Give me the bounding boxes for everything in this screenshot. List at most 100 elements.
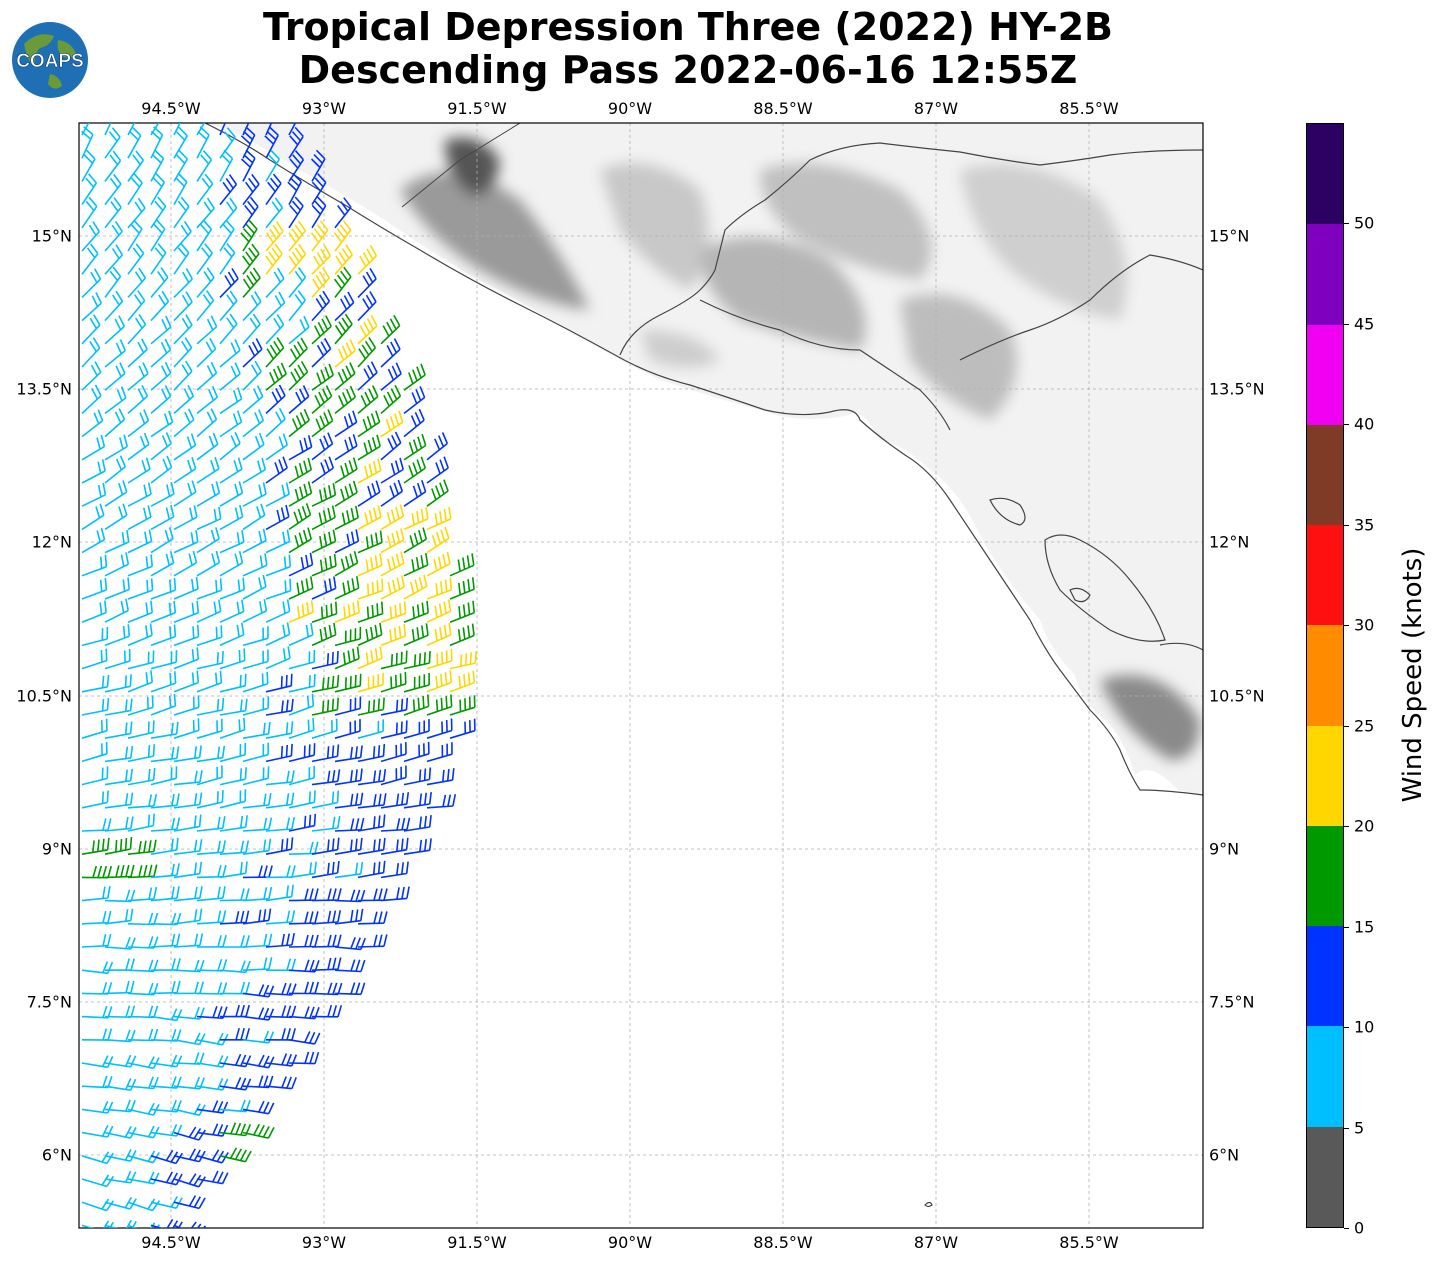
wind-barb [357,622,383,647]
wind-barb [334,959,366,973]
wind-barb [127,912,159,926]
wind-barb [334,768,363,786]
wind-barb [81,384,102,414]
wind-barb [219,888,250,902]
wind-barb [311,337,332,368]
wind-barb [150,1149,183,1165]
wind-barb [265,314,285,345]
wind-barb [357,553,383,577]
wind-barb [288,1051,320,1065]
wind-barb [196,385,219,415]
wind-barb [334,362,356,391]
wind-barb [150,746,180,763]
wind-barb [240,126,256,159]
wind-barb [150,1171,183,1186]
colorbar-tick-label: 10 [1354,1017,1375,1037]
wind-barb [242,766,270,786]
wind-barb [104,864,135,879]
colorbar-tick-mark [1344,223,1349,225]
wind-barb [173,718,200,739]
wind-barb [357,837,386,855]
wind-barb [150,650,178,670]
wind-barb [288,718,315,739]
wind-barb [219,717,246,739]
wind-barb [380,504,405,531]
wind-barb [288,674,316,693]
wind-barb [380,575,405,600]
wind-barb [426,742,453,763]
wind-barb [196,408,218,438]
wind-barb [127,1222,161,1228]
wind-barb [173,360,193,391]
wind-barb [334,550,359,577]
wind-barb [242,482,267,507]
wind-barb [334,291,355,322]
wind-barb [264,126,279,159]
wind-barb [311,957,342,971]
wind-barb [196,506,222,531]
wind-barb [288,765,315,786]
wind-barb [334,792,364,809]
wind-barb [173,456,197,484]
wind-barb [265,384,286,414]
wind-barb [265,982,297,996]
wind-barb [127,1028,159,1042]
wind-barb [104,1126,137,1139]
wind-barb [380,410,404,438]
wind-barb [311,315,332,345]
wind-barb [265,433,289,461]
wind-barb [219,577,245,600]
wind-barb [150,149,165,182]
lon-label-bottom: 91.5°W [447,1233,507,1252]
wind-barb [242,671,269,693]
wind-barb [196,457,220,484]
wind-barb [150,1028,182,1042]
wind-barb [150,958,181,971]
wind-barb [219,457,243,484]
wind-barb [104,816,134,832]
wind-barb [334,696,362,716]
wind-barb [242,338,263,368]
lat-label-right: 12°N [1209,532,1250,552]
wind-barb [127,1005,159,1019]
wind-barb [196,1077,229,1091]
wind-barb [403,433,427,461]
wind-barb [311,910,342,925]
colorbar-segment [1307,825,1343,927]
wind-barb [288,457,313,484]
wind-barb [242,432,265,461]
wind-barb [288,361,309,391]
wind-barb [81,314,101,345]
wind-barb [288,622,314,647]
wind-barb [196,123,206,136]
wind-barb [104,889,136,903]
wind-barb [242,649,269,670]
wind-barb [150,196,167,229]
wind-barb [403,456,427,484]
lon-label-bottom: 93°W [301,1233,347,1252]
colorbar-tick-label: 50 [1354,213,1375,233]
wind-barb [242,957,273,971]
wind-barb [81,527,106,554]
wind-barb [265,817,295,832]
wind-barb [288,435,313,461]
wind-barb [104,745,134,763]
wind-barb [104,315,126,345]
wind-barb [196,527,220,554]
wind-barb [81,766,109,786]
wind-barb [311,553,337,577]
wind-barb [81,1151,114,1165]
wind-barb [311,622,337,647]
wind-barb [311,769,341,786]
wind-barb [242,865,273,879]
wind-barb [357,814,386,832]
wind-barb [449,651,477,670]
wind-barb [150,1008,183,1022]
wind-barb [173,123,182,136]
wind-barb [196,697,225,716]
wind-barb [288,290,306,322]
lat-label-right: 10.5°N [1209,686,1265,706]
wind-barb [127,219,143,252]
wind-barb [242,173,260,206]
wind-barb [357,480,381,507]
